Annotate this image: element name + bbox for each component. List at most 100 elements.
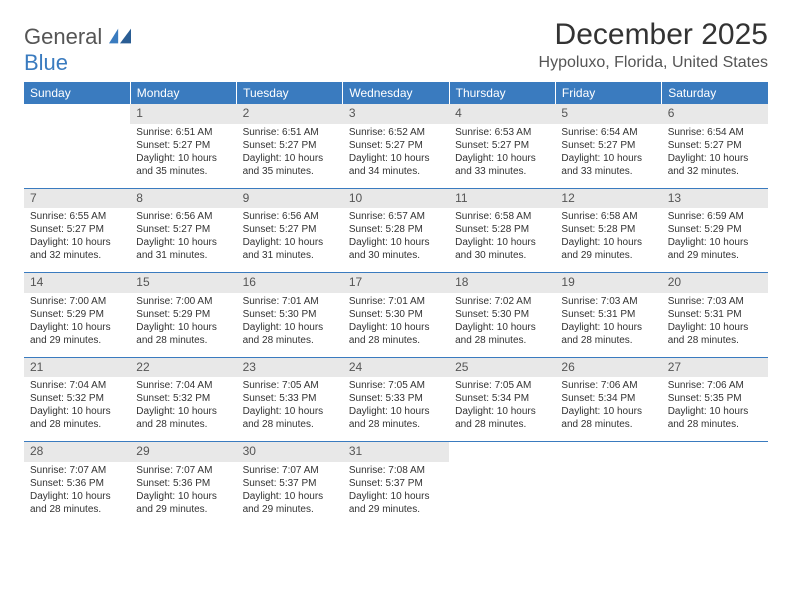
- daylight-line: Daylight: 10 hours and 30 minutes.: [455, 236, 549, 262]
- day-number: 20: [662, 273, 768, 293]
- day-cell: 7Sunrise: 6:55 AMSunset: 5:27 PMDaylight…: [24, 188, 130, 273]
- day-cell: 17Sunrise: 7:01 AMSunset: 5:30 PMDayligh…: [343, 273, 449, 358]
- daylight-line: Daylight: 10 hours and 35 minutes.: [136, 152, 230, 178]
- sunset-line: Sunset: 5:34 PM: [455, 392, 549, 405]
- day-body: Sunrise: 6:52 AMSunset: 5:27 PMDaylight:…: [343, 124, 449, 188]
- daylight-line: Daylight: 10 hours and 28 minutes.: [136, 405, 230, 431]
- header: General Blue December 2025 Hypoluxo, Flo…: [24, 18, 768, 76]
- calendar-head: SundayMondayTuesdayWednesdayThursdayFrid…: [24, 82, 768, 104]
- day-cell: 2Sunrise: 6:51 AMSunset: 5:27 PMDaylight…: [237, 104, 343, 188]
- sunset-line: Sunset: 5:28 PM: [349, 223, 443, 236]
- day-body: Sunrise: 6:51 AMSunset: 5:27 PMDaylight:…: [130, 124, 236, 188]
- day-cell: 18Sunrise: 7:02 AMSunset: 5:30 PMDayligh…: [449, 273, 555, 358]
- sunrise-line: Sunrise: 7:01 AM: [243, 295, 337, 308]
- sunrise-line: Sunrise: 6:59 AM: [668, 210, 762, 223]
- day-body: Sunrise: 7:03 AMSunset: 5:31 PMDaylight:…: [662, 293, 768, 357]
- day-cell: [449, 442, 555, 526]
- daylight-line: Daylight: 10 hours and 29 minutes.: [30, 321, 124, 347]
- day-body: Sunrise: 6:54 AMSunset: 5:27 PMDaylight:…: [662, 124, 768, 188]
- day-cell: 24Sunrise: 7:05 AMSunset: 5:33 PMDayligh…: [343, 357, 449, 442]
- day-body: Sunrise: 6:59 AMSunset: 5:29 PMDaylight:…: [662, 208, 768, 272]
- day-number: 8: [130, 189, 236, 209]
- sunrise-line: Sunrise: 7:01 AM: [349, 295, 443, 308]
- daylight-line: Daylight: 10 hours and 28 minutes.: [30, 490, 124, 516]
- day-cell: 29Sunrise: 7:07 AMSunset: 5:36 PMDayligh…: [130, 442, 236, 526]
- sunset-line: Sunset: 5:36 PM: [136, 477, 230, 490]
- day-cell: [555, 442, 661, 526]
- sunset-line: Sunset: 5:29 PM: [668, 223, 762, 236]
- day-body: [555, 446, 661, 508]
- day-number: 10: [343, 189, 449, 209]
- day-cell: 13Sunrise: 6:59 AMSunset: 5:29 PMDayligh…: [662, 188, 768, 273]
- weekday-header: Saturday: [662, 82, 768, 104]
- sunrise-line: Sunrise: 6:51 AM: [243, 126, 337, 139]
- daylight-line: Daylight: 10 hours and 28 minutes.: [668, 405, 762, 431]
- sunrise-line: Sunrise: 7:07 AM: [136, 464, 230, 477]
- sunrise-line: Sunrise: 6:53 AM: [455, 126, 549, 139]
- daylight-line: Daylight: 10 hours and 29 minutes.: [243, 490, 337, 516]
- sunrise-line: Sunrise: 7:07 AM: [30, 464, 124, 477]
- day-number: 14: [24, 273, 130, 293]
- sunrise-line: Sunrise: 6:55 AM: [30, 210, 124, 223]
- logo-text: General Blue: [24, 24, 131, 76]
- weekday-header: Sunday: [24, 82, 130, 104]
- sunset-line: Sunset: 5:27 PM: [136, 223, 230, 236]
- day-cell: 19Sunrise: 7:03 AMSunset: 5:31 PMDayligh…: [555, 273, 661, 358]
- sunrise-line: Sunrise: 7:03 AM: [561, 295, 655, 308]
- day-body: Sunrise: 6:54 AMSunset: 5:27 PMDaylight:…: [555, 124, 661, 188]
- sunset-line: Sunset: 5:35 PM: [668, 392, 762, 405]
- calendar: SundayMondayTuesdayWednesdayThursdayFrid…: [24, 82, 768, 526]
- day-body: Sunrise: 6:57 AMSunset: 5:28 PMDaylight:…: [343, 208, 449, 272]
- sunrise-line: Sunrise: 7:05 AM: [349, 379, 443, 392]
- day-body: Sunrise: 7:01 AMSunset: 5:30 PMDaylight:…: [343, 293, 449, 357]
- sunrise-line: Sunrise: 6:52 AM: [349, 126, 443, 139]
- day-body: [449, 446, 555, 508]
- day-cell: 5Sunrise: 6:54 AMSunset: 5:27 PMDaylight…: [555, 104, 661, 188]
- daylight-line: Daylight: 10 hours and 31 minutes.: [136, 236, 230, 262]
- day-body: Sunrise: 6:55 AMSunset: 5:27 PMDaylight:…: [24, 208, 130, 272]
- sunset-line: Sunset: 5:27 PM: [243, 139, 337, 152]
- day-body: Sunrise: 7:04 AMSunset: 5:32 PMDaylight:…: [24, 377, 130, 441]
- daylight-line: Daylight: 10 hours and 28 minutes.: [349, 321, 443, 347]
- day-cell: 15Sunrise: 7:00 AMSunset: 5:29 PMDayligh…: [130, 273, 236, 358]
- daylight-line: Daylight: 10 hours and 32 minutes.: [30, 236, 124, 262]
- day-cell: 9Sunrise: 6:56 AMSunset: 5:27 PMDaylight…: [237, 188, 343, 273]
- sunset-line: Sunset: 5:29 PM: [30, 308, 124, 321]
- daylight-line: Daylight: 10 hours and 28 minutes.: [243, 321, 337, 347]
- day-body: Sunrise: 6:58 AMSunset: 5:28 PMDaylight:…: [555, 208, 661, 272]
- day-number: 11: [449, 189, 555, 209]
- daylight-line: Daylight: 10 hours and 31 minutes.: [243, 236, 337, 262]
- sunset-line: Sunset: 5:37 PM: [243, 477, 337, 490]
- day-cell: 4Sunrise: 6:53 AMSunset: 5:27 PMDaylight…: [449, 104, 555, 188]
- day-body: Sunrise: 7:07 AMSunset: 5:37 PMDaylight:…: [237, 462, 343, 526]
- day-number: 30: [237, 442, 343, 462]
- location: Hypoluxo, Florida, United States: [539, 54, 768, 72]
- sunrise-line: Sunrise: 6:54 AM: [668, 126, 762, 139]
- sunrise-line: Sunrise: 6:54 AM: [561, 126, 655, 139]
- day-number: 5: [555, 104, 661, 124]
- day-body: Sunrise: 6:58 AMSunset: 5:28 PMDaylight:…: [449, 208, 555, 272]
- weekday-header: Monday: [130, 82, 236, 104]
- day-number: 22: [130, 358, 236, 378]
- sunrise-line: Sunrise: 7:06 AM: [668, 379, 762, 392]
- day-cell: 6Sunrise: 6:54 AMSunset: 5:27 PMDaylight…: [662, 104, 768, 188]
- weekday-header: Wednesday: [343, 82, 449, 104]
- day-number: 2: [237, 104, 343, 124]
- day-body: Sunrise: 7:05 AMSunset: 5:33 PMDaylight:…: [343, 377, 449, 441]
- day-cell: 8Sunrise: 6:56 AMSunset: 5:27 PMDaylight…: [130, 188, 236, 273]
- title-block: December 2025 Hypoluxo, Florida, United …: [539, 18, 768, 72]
- day-cell: 21Sunrise: 7:04 AMSunset: 5:32 PMDayligh…: [24, 357, 130, 442]
- day-number: 1: [130, 104, 236, 124]
- week-row: 1Sunrise: 6:51 AMSunset: 5:27 PMDaylight…: [24, 104, 768, 188]
- sunrise-line: Sunrise: 6:56 AM: [243, 210, 337, 223]
- day-body: Sunrise: 7:07 AMSunset: 5:36 PMDaylight:…: [130, 462, 236, 526]
- day-number: 24: [343, 358, 449, 378]
- day-number: 12: [555, 189, 661, 209]
- sunset-line: Sunset: 5:37 PM: [349, 477, 443, 490]
- day-body: Sunrise: 7:05 AMSunset: 5:34 PMDaylight:…: [449, 377, 555, 441]
- day-number: 15: [130, 273, 236, 293]
- day-cell: 14Sunrise: 7:00 AMSunset: 5:29 PMDayligh…: [24, 273, 130, 358]
- sunset-line: Sunset: 5:30 PM: [349, 308, 443, 321]
- sail-icon: [109, 28, 131, 44]
- sunrise-line: Sunrise: 6:58 AM: [561, 210, 655, 223]
